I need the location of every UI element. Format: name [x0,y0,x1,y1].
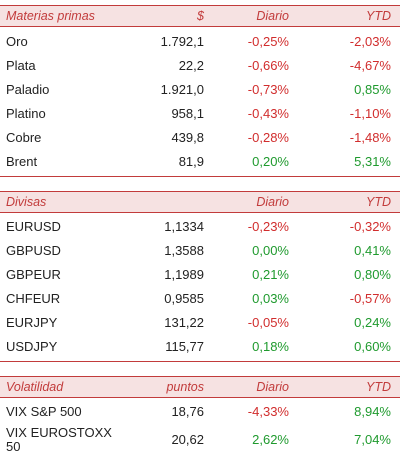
row-daily: 0,20% [252,154,289,169]
row-ytd: 0,60% [354,339,391,354]
row-name: Plata [6,58,36,73]
row-value: 439,8 [171,130,204,145]
row-name: EURUSD [6,219,61,234]
row-name: EURJPY [6,315,58,330]
row-name: Oro [6,34,28,49]
row-ytd: -4,67% [349,58,391,73]
table-row: GBPEUR 1,1989 0,21% 0,80% [0,263,400,287]
currencies-header-name: Divisas [6,195,47,209]
commodities-header-unit: $ [197,9,204,23]
table-row: EURUSD 1,1334 -0,23% -0,32% [0,215,400,239]
row-value: 115,77 [165,339,204,354]
table-row: Cobre 439,8 -0,28% -1,48% [0,126,400,150]
row-ytd: -2,03% [349,34,391,49]
row-name: VIX EUROSTOXX 50 [6,425,112,454]
commodities-header-ytd: YTD [366,9,391,23]
row-ytd: -0,57% [349,291,391,306]
row-value: 22,2 [178,58,204,73]
table-row: Plata 22,2 -0,66% -4,67% [0,54,400,78]
row-value: 1,3588 [164,243,204,258]
table-row: GBPUSD 1,3588 0,00% 0,41% [0,239,400,263]
row-ytd: 8,94% [354,404,391,419]
table-row: Brent 81,9 0,20% 5,31% [0,150,400,174]
commodities-header: Materias primas $ Diario YTD [0,5,400,27]
row-ytd: 0,24% [354,315,391,330]
row-ytd: -0,32% [349,219,391,234]
table-row: VIX S&P 500 18,76 -4,33% 8,94% [0,400,400,424]
row-name: Paladio [6,82,50,97]
row-value: 1,1334 [164,219,204,234]
table-row: Paladio 1.921,0 -0,73% 0,85% [0,78,400,102]
commodities-header-name: Materias primas [6,9,95,23]
row-name: USDJPY [6,339,58,354]
row-ytd: 0,85% [354,82,391,97]
row-daily: -0,28% [247,130,289,145]
commodities-header-daily: Diario [256,9,289,23]
volatility-header-unit: puntos [166,380,204,394]
row-value: 958,1 [171,106,204,121]
table-row: VIX EUROSTOXX 50 20,62 2,62% 7,04% [0,425,400,454]
currencies-header: Divisas Diario YTD [0,191,400,213]
row-daily: 2,62% [252,432,289,447]
table-row: Platino 958,1 -0,43% -1,10% [0,102,400,126]
volatility-header: Volatilidad puntos Diario YTD [0,376,400,398]
section-divider [0,176,400,177]
row-daily: -0,05% [247,315,289,330]
row-value: 1.792,1 [160,34,204,49]
row-daily: -0,43% [247,106,289,121]
row-ytd: 7,04% [354,432,391,447]
row-daily: 0,03% [252,291,289,306]
row-name: Cobre [6,130,42,145]
row-daily: -0,73% [247,82,289,97]
table-row: EURJPY 131,22 -0,05% 0,24% [0,311,400,335]
table-row: USDJPY 115,77 0,18% 0,60% [0,335,400,359]
row-daily: 0,18% [252,339,289,354]
currencies-header-daily: Diario [256,195,289,209]
row-ytd: 0,80% [354,267,391,282]
row-name: CHFEUR [6,291,61,306]
row-value: 20,62 [171,432,204,447]
volatility-header-daily: Diario [256,380,289,394]
row-name: GBPEUR [6,267,61,282]
row-value: 18,76 [171,404,204,419]
row-daily: -0,23% [247,219,289,234]
row-value: 0,9585 [164,291,204,306]
row-value: 131,22 [164,315,204,330]
row-ytd: -1,48% [349,130,391,145]
row-ytd: -1,10% [349,106,391,121]
row-daily: 0,00% [252,243,289,258]
row-daily: -0,66% [247,58,289,73]
row-value: 1,1989 [164,267,204,282]
volatility-header-ytd: YTD [366,380,391,394]
row-ytd: 0,41% [354,243,391,258]
table-row: CHFEUR 0,9585 0,03% -0,57% [0,287,400,311]
row-daily: -0,25% [247,34,289,49]
row-name: Brent [6,154,38,169]
section-divider [0,361,400,362]
table-row: Oro 1.792,1 -0,25% -2,03% [0,30,400,54]
row-value: 1.921,0 [160,82,204,97]
row-name: Platino [6,106,46,121]
row-value: 81,9 [178,154,204,169]
row-ytd: 5,31% [354,154,391,169]
currencies-header-ytd: YTD [366,195,391,209]
row-name: VIX S&P 500 [6,404,82,419]
volatility-header-name: Volatilidad [6,380,64,394]
row-name: GBPUSD [6,243,61,258]
row-daily: 0,21% [252,267,289,282]
row-daily: -4,33% [247,404,289,419]
